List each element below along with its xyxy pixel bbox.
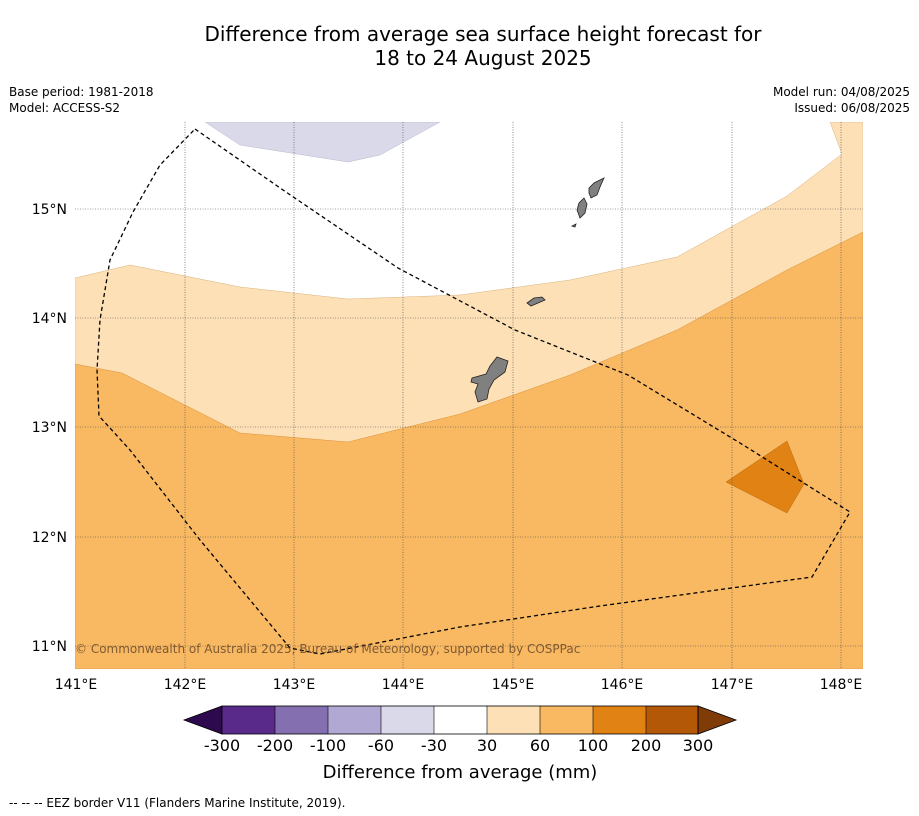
colorbar-dividers — [274, 706, 647, 734]
model-text: Model: ACCESS-S2 — [9, 101, 121, 115]
island-rota — [526, 296, 546, 307]
colorbar-bin-7 — [540, 706, 593, 734]
x-tick-labels: 141°E 142°E 143°E 144°E 145°E 146°E 147°… — [55, 677, 863, 693]
x-tick-148: 148°E — [820, 677, 863, 693]
model-run-text: Model run: 04/08/2025 — [772, 85, 910, 99]
islands — [470, 177, 605, 403]
colorbar-label: Difference from average (mm) — [323, 762, 598, 783]
map-area: © Commonwealth of Australia 2025, Bureau… — [75, 122, 863, 669]
gridlines — [75, 122, 863, 669]
colorbar-bin-3 — [328, 706, 381, 734]
y-tick-14n: 14°N — [32, 311, 67, 327]
y-tick-13n: 13°N — [32, 420, 67, 436]
eez-footnote: -- -- -- EEZ border V11 (Flanders Marine… — [9, 796, 346, 810]
colorbar-bin-2 — [275, 706, 328, 734]
chart-title: Difference from average sea surface heig… — [0, 22, 919, 70]
colorbar-tick-label: -200 — [257, 736, 293, 755]
colorbar-tick-label: -100 — [310, 736, 346, 755]
colorbar-tick-label: 60 — [530, 736, 550, 755]
colorbar-bin-8 — [593, 706, 646, 734]
colorbar-min-arrow — [182, 705, 223, 735]
x-tick-142: 142°E — [164, 677, 207, 693]
title-line-2: 18 to 24 August 2025 — [374, 46, 592, 70]
colorbar-bin-4 — [381, 706, 434, 734]
colorbar-bin-5 — [434, 706, 487, 734]
y-tick-12n: 12°N — [32, 530, 67, 546]
meta-right: Model run: 04/08/2025 Issued: 06/08/2025 — [773, 84, 910, 116]
colorbar-tick-label: 30 — [477, 736, 497, 755]
island-tinian — [576, 197, 588, 219]
colorbar-tick-label: -30 — [421, 736, 447, 755]
eez-border — [96, 128, 851, 655]
colorbar-tick-label: -300 — [204, 736, 240, 755]
base-period-text: Base period: 1981-2018 — [9, 85, 154, 99]
colorbar-tick-labels: -300 -200 -100 -60 -30 30 60 100 200 300 — [204, 736, 713, 755]
colorbar-bin-6 — [487, 706, 540, 734]
island-guam — [470, 356, 509, 403]
negative-anomaly-region — [204, 122, 441, 163]
title-line-1: Difference from average sea surface heig… — [204, 22, 762, 46]
anomaly-region-60-100 — [75, 231, 863, 669]
issued-text: Issued: 06/08/2025 — [794, 101, 910, 115]
x-tick-146: 146°E — [601, 677, 644, 693]
copyright-text: © Commonwealth of Australia 2025, Bureau… — [75, 642, 580, 656]
colorbar-tick-label: 300 — [683, 736, 714, 755]
colorbar-max-arrow — [697, 705, 738, 735]
colorbar-tick-label: -60 — [368, 736, 394, 755]
colorbar-bin-1 — [222, 706, 275, 734]
island-saipan — [588, 177, 605, 199]
colorbar-tick-label: 200 — [631, 736, 662, 755]
meta-left: Base period: 1981-2018 Model: ACCESS-S2 — [9, 84, 154, 116]
colorbar-frame — [221, 705, 699, 735]
colorbar-tick-label: 100 — [578, 736, 609, 755]
colorbar: -300 -200 -100 -60 -30 30 60 100 200 300… — [182, 705, 738, 783]
island-aguijan — [570, 223, 577, 228]
x-tick-145: 145°E — [492, 677, 535, 693]
y-tick-15n: 15°N — [32, 202, 67, 218]
anomaly-region-100-200 — [725, 440, 805, 514]
y-tick-11n: 11°N — [32, 639, 67, 655]
x-tick-143: 143°E — [273, 677, 316, 693]
x-tick-147: 147°E — [711, 677, 754, 693]
x-tick-141: 141°E — [55, 677, 98, 693]
y-tick-labels: 15°N 14°N 13°N 12°N 11°N — [32, 202, 67, 655]
colorbar-bin-9 — [646, 706, 698, 734]
x-tick-144: 144°E — [382, 677, 425, 693]
